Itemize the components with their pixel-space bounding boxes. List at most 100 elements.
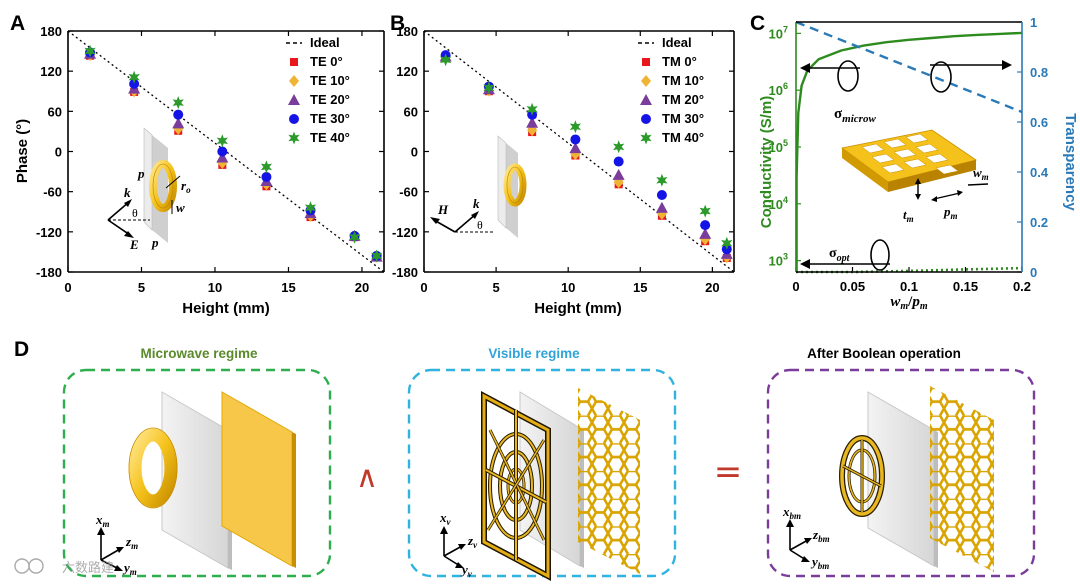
microwave-ground-plane xyxy=(221,391,293,567)
b-k-arrow xyxy=(454,213,477,233)
a-ideal-line xyxy=(67,30,385,273)
c-x-tick-label: 0.05 xyxy=(840,279,865,294)
b-y-tick-label: 180 xyxy=(396,24,418,39)
b-legend-swatch-triangle xyxy=(640,94,652,105)
panel-d-label: D xyxy=(14,338,29,361)
b-legend-label: TM 10° xyxy=(662,73,704,88)
b-point-triangle xyxy=(655,201,668,213)
microwave-x-label: xm xyxy=(95,512,110,529)
equals-operator: = xyxy=(714,452,743,492)
c-sigma-microw-label: σmicrow xyxy=(834,106,876,125)
a-legend-swatch-triangle xyxy=(288,94,300,105)
a-point-triangle xyxy=(216,151,229,163)
b-point-circle xyxy=(700,220,711,231)
microwave-ring xyxy=(128,428,178,508)
a-point-star xyxy=(349,230,361,244)
microwave-z-label: zm xyxy=(125,534,138,551)
b-legend-label: TM 20° xyxy=(662,92,704,107)
b-point-star xyxy=(721,236,733,250)
c-microw-ellipse xyxy=(837,60,859,92)
b-legend-label: TM 30° xyxy=(662,111,704,126)
a-inset-w: w xyxy=(176,200,185,215)
c-right-tick-label: 0.6 xyxy=(1030,115,1048,130)
a-legend-label: TE 0° xyxy=(310,54,343,69)
a-point-triangle xyxy=(172,117,185,129)
c-left-tick-label: 106 xyxy=(769,81,788,98)
a-point-star xyxy=(216,134,228,148)
a-inset-theta: θ xyxy=(132,206,138,220)
a-x-tick-label: 15 xyxy=(281,280,295,295)
c-left-tick-label: 107 xyxy=(769,24,788,41)
panel-b-label: B xyxy=(390,12,405,35)
c-x-tick-label: 0.15 xyxy=(953,279,978,294)
a-point-circle xyxy=(217,146,228,157)
a-y-tick-label: 180 xyxy=(40,24,62,39)
a-k-arrow xyxy=(107,201,130,221)
b-legend: Ideal TM 0° TM 10° TM 20° TM 30° TM 40° xyxy=(638,35,704,145)
b-point-circle xyxy=(570,134,581,145)
b-point-triangle xyxy=(569,142,582,154)
boolean-substrate xyxy=(867,391,935,567)
a-y-axis-label: Phase (°) xyxy=(14,119,31,183)
b-point-circle xyxy=(656,190,667,201)
a-point-circle xyxy=(261,171,272,182)
a-y-tick-label: 0 xyxy=(55,145,62,160)
b-x-tick-label: 5 xyxy=(492,280,499,295)
a-y-tick-label: -60 xyxy=(43,185,62,200)
a-inset-p2: p xyxy=(151,235,159,250)
b-legend-swatch-square xyxy=(642,58,650,66)
c-transp-ellipse xyxy=(930,61,952,93)
c-left-axis-label: Conductivity (S/m) xyxy=(758,96,775,229)
b-inset-unit-cell: k H θ xyxy=(430,135,527,238)
b-inset-h: H xyxy=(437,202,449,217)
b-x-tick-label: 20 xyxy=(705,280,719,295)
c-right-tick-label: 0.4 xyxy=(1030,165,1049,180)
visible-y-label: yv xyxy=(460,562,473,579)
b-x-axis-label: Height (mm) xyxy=(534,300,622,317)
a-legend-swatch-circle xyxy=(289,114,299,124)
b-point-triangle xyxy=(699,227,712,239)
a-point-circle xyxy=(173,109,184,120)
b-x-tick-label: 15 xyxy=(633,280,647,295)
a-y-tick-label: -120 xyxy=(36,225,62,240)
visible-hex-mesh xyxy=(578,388,640,574)
microwave-y-label: ym xyxy=(122,560,137,577)
microwave-regime-title: Microwave regime xyxy=(140,346,258,361)
a-inset-r: ro xyxy=(181,178,191,195)
c-left-tick-label: 105 xyxy=(769,138,788,155)
a-legend-label: TE 10° xyxy=(310,73,350,88)
a-legend-label: TE 40° xyxy=(310,130,350,145)
b-legend-label: TM 0° xyxy=(662,54,697,69)
visible-z-label: zv xyxy=(467,533,478,550)
visible-x-label: xv xyxy=(439,510,452,527)
a-point-star xyxy=(128,70,140,84)
a-inset-e: E xyxy=(129,237,139,252)
b-legend-swatch-diamond xyxy=(641,75,651,87)
b-y-tick-label: -120 xyxy=(392,225,418,240)
a-point-circle xyxy=(129,78,140,89)
a-legend-swatch-star xyxy=(288,131,300,145)
a-x-axis-label: Height (mm) xyxy=(182,300,270,317)
a-inset-p1: p xyxy=(137,166,145,181)
b-x-tick-label: 10 xyxy=(561,280,575,295)
a-legend-label: TE 20° xyxy=(310,92,350,107)
c-x-tick-label: 0 xyxy=(792,279,799,294)
boolean-x-label: xbm xyxy=(782,504,801,521)
b-legend-swatch-circle xyxy=(641,114,651,124)
a-point-star xyxy=(260,160,272,174)
a-inset-k: k xyxy=(124,185,131,200)
a-point-star xyxy=(84,44,96,58)
c-x-tick-label: 0.1 xyxy=(900,279,918,294)
boolean-title: After Boolean operation xyxy=(807,346,961,361)
c-transparency-line xyxy=(795,20,1023,114)
c-mesh-inset: wm tm pm xyxy=(841,129,989,224)
b-y-tick-label: 120 xyxy=(396,64,418,79)
a-inset-unit-cell: p p ro w k E θ xyxy=(107,127,191,252)
boolean-axes: xbm zbm ybm xyxy=(782,504,830,571)
boolean-box xyxy=(766,368,1036,578)
b-point-triangle xyxy=(526,116,539,128)
c-opt-ellipse xyxy=(870,239,890,271)
and-operator: ∧ xyxy=(356,460,378,495)
a-y-tick-label: 60 xyxy=(48,104,62,119)
